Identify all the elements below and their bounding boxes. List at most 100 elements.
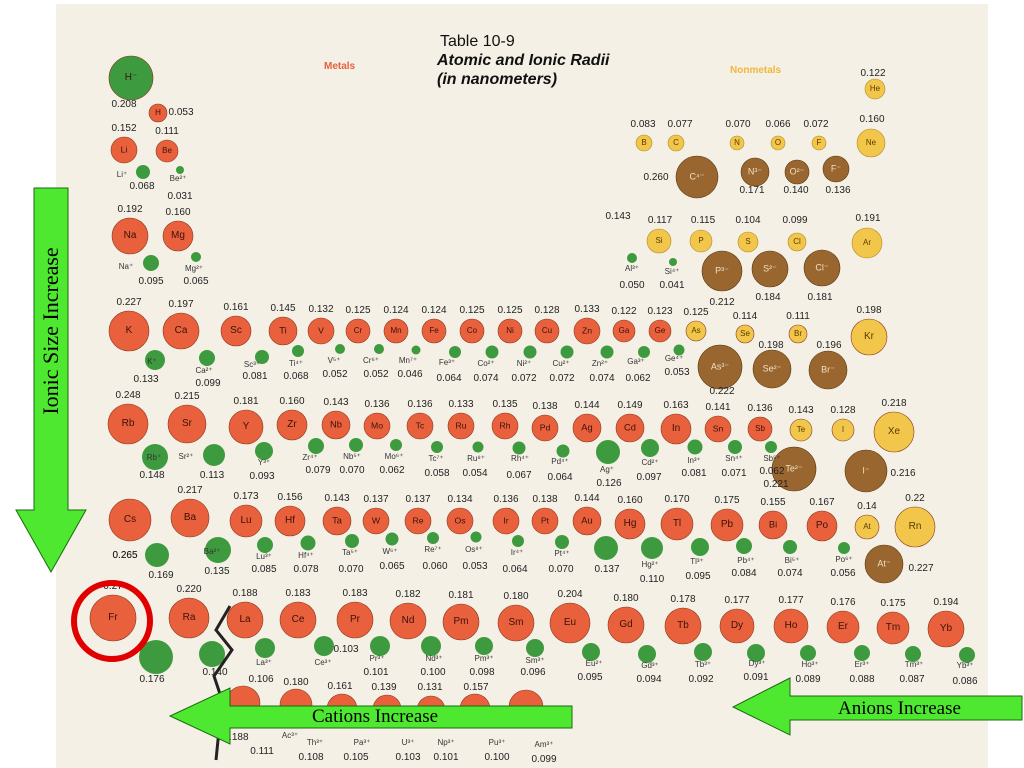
radius-value: 0.031 bbox=[167, 191, 193, 202]
atom-circle bbox=[336, 601, 374, 639]
element-symbol: Cd bbox=[624, 422, 636, 433]
atomic-radius-value: 0.161 bbox=[223, 302, 249, 313]
element-symbol: Tc bbox=[415, 420, 425, 431]
radius-value: 0.139 bbox=[371, 682, 397, 693]
ion-symbol: Cr⁶⁺ bbox=[363, 356, 379, 365]
atomic-radius-value: 0.22 bbox=[905, 493, 925, 504]
atomic-radius-value: 0.182 bbox=[395, 589, 421, 600]
radius-value: 0.067 bbox=[506, 470, 532, 481]
atom-circle bbox=[497, 604, 535, 642]
element-symbol: Ru bbox=[455, 420, 467, 431]
radius-value: 0.072 bbox=[803, 119, 829, 130]
radius-value: 0.072 bbox=[511, 373, 537, 384]
ion-symbol: Er³⁺ bbox=[854, 660, 870, 669]
atom-circle bbox=[307, 317, 335, 345]
nonmetal-circle bbox=[811, 135, 827, 151]
element-symbol: Bi bbox=[768, 519, 778, 530]
ion-circle bbox=[783, 540, 797, 554]
element-symbol: Sc bbox=[230, 325, 242, 336]
element-symbol: K bbox=[125, 325, 133, 336]
radius-value: 0.122 bbox=[860, 68, 886, 79]
ionic-size-label: Ionic Size Increase bbox=[38, 247, 63, 415]
radius-value: 0.100 bbox=[484, 752, 510, 763]
ion-circle bbox=[512, 441, 526, 455]
radius-value: 0.086 bbox=[952, 676, 978, 687]
element-symbol: Hf bbox=[285, 515, 295, 526]
element-symbol: Pb bbox=[720, 519, 734, 530]
element-symbol: Lu bbox=[240, 515, 252, 526]
anion-symbol: P³⁻ bbox=[715, 265, 729, 276]
ion-circle bbox=[800, 645, 816, 661]
ion-circle bbox=[555, 535, 569, 549]
atom-circle bbox=[826, 610, 860, 644]
atom-circle bbox=[534, 318, 560, 344]
atom-circle bbox=[806, 510, 838, 542]
radius-value: 0.053 bbox=[664, 367, 690, 378]
atom-circle bbox=[170, 498, 210, 538]
atomic-radius-value: 0.133 bbox=[448, 399, 474, 410]
element-symbol: At bbox=[863, 522, 871, 531]
radius-value: 0.070 bbox=[725, 119, 751, 130]
atom-circle bbox=[108, 498, 152, 542]
ion-circle bbox=[199, 350, 215, 366]
atom-circle bbox=[421, 318, 447, 344]
atom-circle bbox=[773, 608, 809, 644]
ion-symbol: Sb⁵⁺ bbox=[763, 454, 781, 463]
nonmetal-symbol: Si bbox=[655, 236, 663, 245]
anion-circle bbox=[822, 155, 850, 183]
ion-circle bbox=[526, 639, 544, 657]
element-symbol: Nb bbox=[330, 419, 342, 430]
atom-circle bbox=[685, 320, 707, 342]
radius-value: 0.160 bbox=[859, 114, 885, 125]
atom-circle bbox=[162, 312, 200, 350]
atom-circle bbox=[873, 411, 915, 453]
ion-symbol: Na⁺ bbox=[118, 262, 134, 271]
radius-value: 0.117 bbox=[647, 215, 673, 226]
ion-circle bbox=[411, 345, 421, 355]
anion-circle bbox=[675, 155, 719, 199]
ion-circle bbox=[145, 543, 169, 567]
nonmetal-circle bbox=[635, 134, 653, 152]
ion-symbol: Pu³⁺ bbox=[488, 738, 506, 747]
atom-circle bbox=[854, 514, 880, 540]
ion-symbol: U³⁺ bbox=[401, 738, 415, 747]
atomic-radius-value: 0.27 bbox=[103, 581, 123, 592]
element-symbol: La bbox=[239, 614, 251, 625]
ion-symbol: Pb⁴⁺ bbox=[737, 556, 755, 565]
ion-circle bbox=[638, 645, 656, 663]
element-symbol: Eu bbox=[563, 617, 577, 628]
ion-circle bbox=[191, 252, 201, 262]
ion-symbol: Al³⁺ bbox=[625, 264, 639, 273]
radius-value: 0.064 bbox=[547, 472, 573, 483]
anion-circle bbox=[701, 250, 743, 292]
ion-symbol: Ba²⁺ bbox=[203, 547, 221, 556]
radius-value: 0.216 bbox=[890, 468, 916, 479]
atom-circle bbox=[612, 319, 636, 343]
ion-symbol: K⁺ bbox=[147, 357, 157, 366]
radius-value: 0.094 bbox=[636, 674, 662, 685]
element-symbol: Pt bbox=[540, 515, 550, 526]
atom-circle bbox=[531, 507, 559, 535]
atomic-radius-value: 0.180 bbox=[613, 593, 639, 604]
atom-circle bbox=[363, 412, 391, 440]
atom-circle bbox=[108, 55, 154, 101]
element-symbol: Pd bbox=[539, 422, 551, 433]
radius-value: 0.062 bbox=[759, 466, 785, 477]
nonmetal-symbol: O bbox=[774, 138, 782, 147]
anion-circle bbox=[803, 249, 841, 287]
atoms-layer bbox=[89, 55, 975, 761]
radius-value: 0.083 bbox=[630, 119, 656, 130]
ion-circle bbox=[255, 350, 269, 364]
atom-circle bbox=[614, 508, 646, 540]
element-symbol: Ir bbox=[503, 515, 509, 526]
atomic-radius-value: 0.145 bbox=[270, 303, 296, 314]
nonmetal-circle bbox=[851, 227, 883, 259]
atomic-radius-value: 0.137 bbox=[405, 494, 431, 505]
ion-symbol: Ru⁸⁺ bbox=[467, 454, 485, 463]
ion-symbol: Lu³⁺ bbox=[256, 552, 272, 561]
radius-value: 0.136 bbox=[825, 185, 851, 196]
ion-circle bbox=[427, 532, 439, 544]
ion-symbol: Mg²⁺ bbox=[185, 264, 203, 273]
ion-symbol: Rh⁴⁺ bbox=[511, 454, 529, 463]
radius-value: 0.098 bbox=[469, 667, 495, 678]
